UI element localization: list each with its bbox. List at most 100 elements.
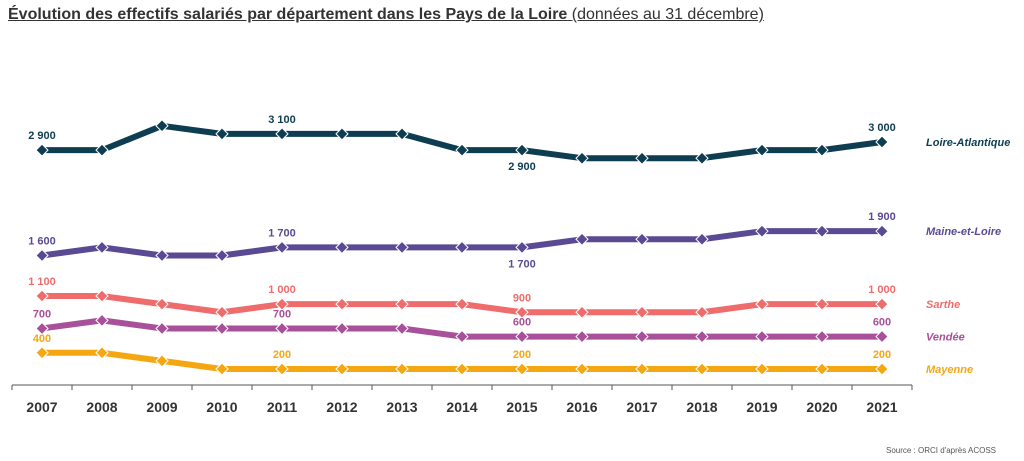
data-point (755, 297, 769, 311)
x-tick-label: 2012 (326, 399, 357, 415)
data-label: 1 000 (268, 284, 296, 296)
data-point (455, 362, 469, 376)
data-point (335, 297, 349, 311)
data-point (875, 297, 889, 311)
data-point (215, 248, 229, 263)
x-tick-label: 2007 (26, 399, 57, 415)
data-point (515, 362, 529, 376)
data-point (95, 143, 109, 157)
data-point (575, 305, 589, 319)
series-label: Maine-et-Loire (926, 226, 1001, 238)
data-point (335, 127, 349, 141)
data-point (35, 321, 49, 336)
data-label: 2 900 (508, 161, 536, 173)
x-tick-label: 2011 (267, 399, 298, 415)
data-label: 600 (513, 317, 531, 329)
data-point (95, 289, 109, 303)
data-label: 400 (33, 333, 51, 345)
chart-title: Évolution des effectifs salariés par dép… (8, 6, 764, 24)
data-point (515, 240, 529, 255)
data-point (155, 321, 169, 336)
data-point (335, 321, 349, 336)
data-point (635, 232, 649, 246)
data-point (695, 151, 709, 165)
x-tick-label: 2009 (146, 399, 177, 415)
data-label: 700 (33, 308, 51, 320)
data-label: 1 600 (28, 236, 56, 248)
data-point (755, 362, 769, 376)
chart-title-sub: (données au 31 décembre) (571, 6, 764, 23)
data-point (35, 143, 49, 157)
data-point (635, 329, 649, 344)
series-label: Vendée (926, 332, 965, 344)
data-point (635, 362, 649, 376)
data-point (815, 143, 829, 157)
x-tick-label: 2021 (866, 399, 897, 415)
data-point (695, 232, 709, 246)
data-point (575, 151, 589, 165)
series-label: Sarthe (926, 299, 960, 311)
data-point (875, 362, 889, 376)
data-point (35, 346, 49, 360)
data-point (95, 240, 109, 255)
data-point (155, 248, 169, 263)
data-label: 600 (873, 317, 891, 329)
data-point (515, 143, 529, 157)
data-label: 700 (273, 308, 291, 320)
data-point (815, 362, 829, 376)
data-point (395, 297, 409, 311)
data-point (335, 362, 349, 376)
data-label: 1 900 (868, 211, 896, 223)
data-point (95, 346, 109, 360)
data-point (695, 329, 709, 344)
data-point (395, 362, 409, 376)
data-point (515, 305, 529, 319)
data-point (455, 329, 469, 344)
x-tick-label: 2008 (86, 399, 117, 415)
data-label: 2 900 (28, 130, 56, 142)
x-tick-label: 2017 (626, 399, 657, 415)
data-point (455, 143, 469, 157)
data-point (695, 305, 709, 319)
x-tick-label: 2018 (686, 399, 717, 415)
data-point (575, 232, 589, 246)
series-label: Mayenne (926, 364, 973, 376)
data-point (395, 321, 409, 336)
data-point (875, 224, 889, 238)
data-point (815, 329, 829, 344)
data-point (395, 127, 409, 141)
data-label: 200 (873, 349, 891, 361)
data-point (815, 297, 829, 311)
data-point (275, 240, 289, 255)
x-tick-label: 2016 (566, 399, 597, 415)
data-label: 200 (273, 349, 291, 361)
data-point (215, 362, 229, 376)
chart-title-main: Évolution des effectifs salariés par dép… (8, 6, 568, 23)
data-point (395, 240, 409, 255)
data-label: 3 000 (868, 122, 896, 134)
data-point (455, 297, 469, 311)
data-label: 1 000 (868, 284, 896, 296)
data-point (575, 362, 589, 376)
x-tick-label: 2019 (746, 399, 777, 415)
data-point (515, 329, 529, 344)
data-point (635, 305, 649, 319)
data-label: 3 100 (268, 114, 296, 126)
data-point (275, 321, 289, 336)
data-point (95, 313, 109, 328)
data-label: 1 100 (28, 276, 56, 288)
data-point (155, 119, 169, 133)
data-point (575, 329, 589, 344)
data-point (215, 321, 229, 336)
x-tick-label: 2020 (806, 399, 837, 415)
data-label: 900 (513, 292, 531, 304)
data-point (635, 151, 649, 165)
data-label: 200 (513, 349, 531, 361)
series-label: Loire-Atlantique (926, 137, 1010, 149)
x-tick-label: 2014 (446, 399, 477, 415)
data-point (875, 135, 889, 149)
data-point (755, 329, 769, 344)
data-point (755, 143, 769, 157)
data-point (35, 248, 49, 263)
data-point (755, 224, 769, 238)
